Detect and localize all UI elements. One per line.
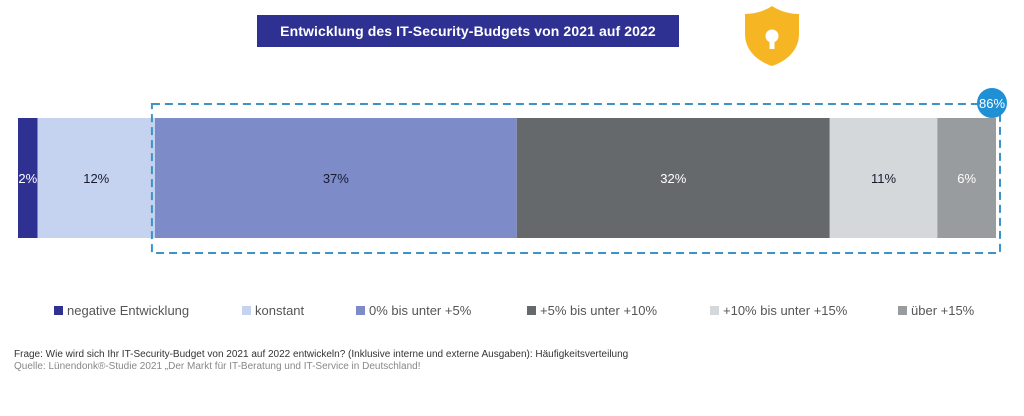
legend-label: konstant [255,303,305,318]
legend-item-0-5: 0% bis unter +5% [356,303,471,318]
legend-swatch [710,306,719,315]
bar-labels: 2% 12% 37% 32% 11% 6% [18,171,976,186]
legend-label: 0% bis unter +5% [369,303,472,318]
legend-swatch [356,306,365,315]
legend-item-over-15: über +15% [898,303,974,318]
legend-label: negative Entwicklung [67,303,190,318]
bar-segment-2 [154,118,517,238]
bar-segment-4 [829,118,938,238]
legend-swatch [242,306,251,315]
chart-title-box: Entwicklung des IT-Security-Budgets von … [257,15,679,47]
bar-label-3: 32% [660,171,686,186]
highlight-badge-label: 86% [979,96,1005,111]
legend-label: +10% bis unter +15% [723,303,848,318]
legend-item-negative: negative Entwicklung [54,303,189,318]
legend-swatch [898,306,907,315]
shield-lock-icon [745,6,799,66]
keyhole-circle [765,29,779,43]
legend-item-5-10: +5% bis unter +10% [527,303,657,318]
footnote: Frage: Wie wird sich Ihr IT-Security-Bud… [14,349,628,373]
chart-legend: negative Entwicklung konstant 0% bis unt… [0,303,1024,321]
highlight-badge [977,88,1007,118]
bar-label-1: 12% [83,171,109,186]
bar-segment-3 [516,118,830,238]
bar-segment-0 [18,118,38,238]
bar-label-2: 37% [323,171,349,186]
keyhole-slot [769,38,775,49]
legend-label: +5% bis unter +10% [540,303,658,318]
legend-label: über +15% [911,303,975,318]
legend-swatch [527,306,536,315]
highlight-dashed-box [150,103,1002,254]
legend-item-10-15: +10% bis unter +15% [710,303,847,318]
bar-segment-1 [37,118,155,238]
chart-title: Entwicklung des IT-Security-Budgets von … [280,23,656,39]
stacked-bar-chart: 2% 12% 37% 32% 11% 6% 86% [18,88,1007,254]
bar-label-4: 11% [871,171,896,186]
footnote-question: Frage: Wie wird sich Ihr IT-Security-Bud… [14,349,629,360]
bar-label-5: 6% [957,171,976,186]
footnote-source: Quelle: Lünendonk®-Studie 2021 „Der Mark… [14,361,421,372]
bar-label-0: 2% [18,171,37,186]
bar-segment-5 [937,118,996,238]
legend-swatch [54,306,63,315]
bar-segments [18,118,996,238]
legend-item-konstant: konstant [242,303,304,318]
